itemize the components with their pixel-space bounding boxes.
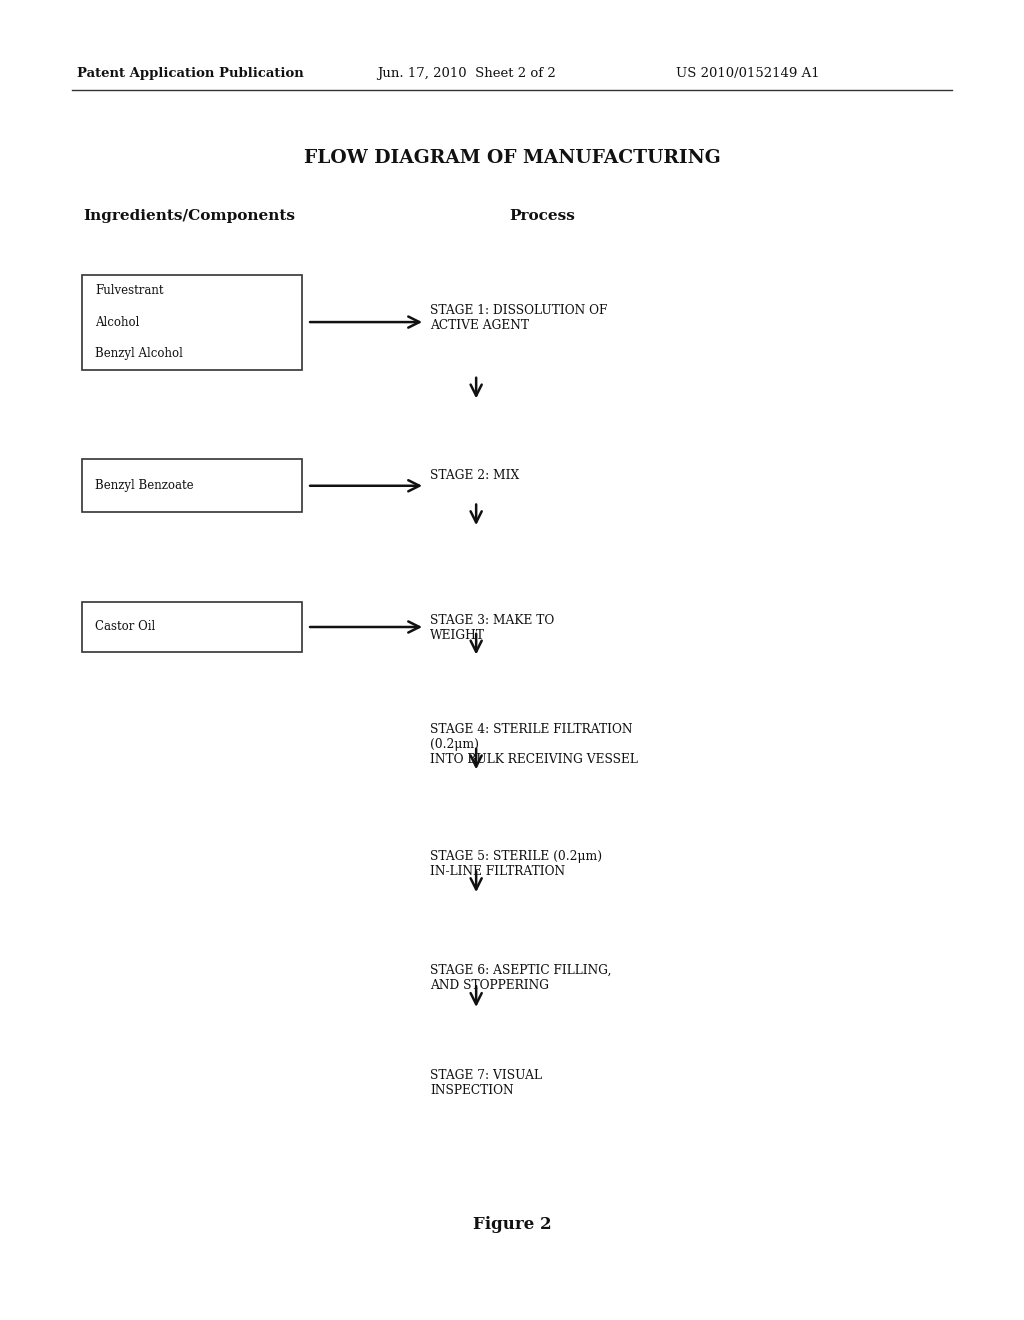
Text: STAGE 2: MIX: STAGE 2: MIX: [430, 469, 519, 482]
Text: STAGE 5: STERILE (0.2μm)
IN-LINE FILTRATION: STAGE 5: STERILE (0.2μm) IN-LINE FILTRAT…: [430, 850, 602, 878]
Text: STAGE 1: DISSOLUTION OF
ACTIVE AGENT: STAGE 1: DISSOLUTION OF ACTIVE AGENT: [430, 304, 607, 331]
Text: Patent Application Publication: Patent Application Publication: [77, 67, 303, 81]
Text: US 2010/0152149 A1: US 2010/0152149 A1: [676, 67, 819, 81]
Text: FLOW DIAGRAM OF MANUFACTURING: FLOW DIAGRAM OF MANUFACTURING: [304, 149, 720, 168]
Text: STAGE 7: VISUAL
INSPECTION: STAGE 7: VISUAL INSPECTION: [430, 1069, 542, 1097]
Text: Fulvestrant: Fulvestrant: [95, 284, 164, 297]
Text: STAGE 6: ASEPTIC FILLING,
AND STOPPERING: STAGE 6: ASEPTIC FILLING, AND STOPPERING: [430, 964, 611, 991]
Bar: [82, 275, 302, 370]
Text: Benzyl Alcohol: Benzyl Alcohol: [95, 347, 183, 360]
Text: Jun. 17, 2010  Sheet 2 of 2: Jun. 17, 2010 Sheet 2 of 2: [377, 67, 556, 81]
Text: Ingredients/Components: Ingredients/Components: [83, 210, 296, 223]
Text: STAGE 3: MAKE TO
WEIGHT: STAGE 3: MAKE TO WEIGHT: [430, 614, 554, 642]
Text: STAGE 4: STERILE FILTRATION
(0.2μm)
INTO BULK RECEIVING VESSEL: STAGE 4: STERILE FILTRATION (0.2μm) INTO…: [430, 723, 638, 767]
Bar: [82, 602, 302, 652]
Text: Benzyl Benzoate: Benzyl Benzoate: [95, 479, 194, 492]
Text: Figure 2: Figure 2: [473, 1217, 551, 1233]
Text: Alcohol: Alcohol: [95, 315, 139, 329]
Text: Castor Oil: Castor Oil: [95, 620, 156, 634]
Text: Process: Process: [510, 210, 575, 223]
Bar: [82, 459, 302, 512]
